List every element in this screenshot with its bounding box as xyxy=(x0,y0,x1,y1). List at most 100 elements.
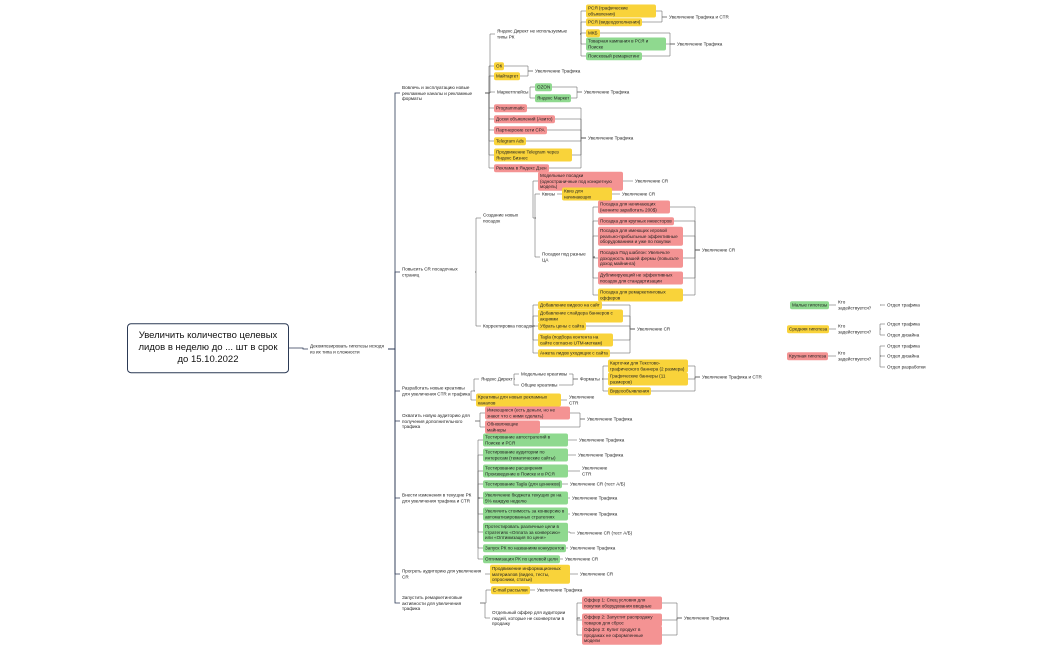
connector xyxy=(559,378,578,386)
hypothesis-node: Видеообъявления xyxy=(608,387,651,395)
connector xyxy=(485,65,494,94)
text-node: Увеличение Трафика xyxy=(579,437,625,443)
text-node: Увеличение CTR xyxy=(582,465,608,477)
text-node: Увеличение Трафика xyxy=(588,135,634,141)
hypothesis-node: Добавление видеоо на сайт xyxy=(538,301,602,309)
connector xyxy=(688,376,700,380)
hypothesis-node: Посадка Под шаблон: Увеличьте доходность… xyxy=(598,248,683,268)
connector xyxy=(388,348,400,575)
text-node: Увеличение Трафика xyxy=(584,89,630,95)
connector xyxy=(480,589,491,604)
connector xyxy=(602,378,608,392)
hypothesis-node: Оффер 1: Спец условия для покупки оборуд… xyxy=(582,596,662,610)
connector xyxy=(475,420,485,428)
text-node: Отдел трафика xyxy=(887,343,920,349)
connector xyxy=(532,180,538,219)
text-node: Кто задействуется? xyxy=(838,323,872,335)
connector xyxy=(480,602,490,619)
connector xyxy=(475,217,481,273)
connector xyxy=(879,328,885,336)
text-node: Увеличение CR (тест A/Б) xyxy=(577,530,633,536)
text-node: Увеличение CR xyxy=(565,556,599,562)
text-node: Разработать новые креативы для увеличени… xyxy=(402,385,471,397)
connector xyxy=(540,418,585,428)
hypothesis-node: Тестирование расширения Произведение в П… xyxy=(483,464,568,478)
text-node: Отдел разработки xyxy=(887,364,926,370)
connector xyxy=(526,137,586,142)
text-node: Отдел дизайна xyxy=(887,353,920,359)
hypothesis-node: Tagla (подбора контента на сайте согласн… xyxy=(538,333,613,347)
connector xyxy=(520,70,533,77)
text-node: Увеличение CR xyxy=(702,247,736,253)
hypothesis-node: Programmatic xyxy=(494,104,527,112)
connector xyxy=(568,531,575,534)
text-node: Увеличение Трафика xyxy=(684,615,730,621)
text-node: Модельные креативы xyxy=(521,371,568,377)
connector xyxy=(656,10,667,18)
hypothesis-node: Тестирование Tagla (для ценников) xyxy=(483,480,563,488)
text-node: Увеличение Трафика и CTR xyxy=(669,14,729,20)
text-node: Яндекс Директ xyxy=(481,376,513,382)
text-node: Форматы xyxy=(580,376,600,382)
connector xyxy=(388,348,400,422)
text-node: Посадки под разные ЦА xyxy=(542,251,586,263)
hypothesis-node: Добавление слайдера баннеров с акциями xyxy=(538,309,623,323)
text-node: Внести изменения в текущие РК для увелич… xyxy=(402,492,472,504)
hypothesis-node: Поисковый ремаркетинг xyxy=(586,52,642,60)
hypothesis-node: Майтаргет xyxy=(494,72,521,80)
hypothesis-node: OZON xyxy=(535,83,553,91)
connector xyxy=(683,249,700,279)
text-node: Отдел трафика xyxy=(887,302,920,308)
hypothesis-node: Графические баннеры (11 размеров) xyxy=(608,372,688,386)
hypothesis-node: Увеличение бюджета текущих рк на 5% кажд… xyxy=(483,491,568,505)
hypothesis-node: Продвижение информационных материалов (в… xyxy=(490,564,570,584)
connector xyxy=(534,217,540,258)
text-node: Кто задействуется? xyxy=(838,350,872,362)
hypothesis-node: Протестировать различные цели в стратеги… xyxy=(483,522,568,542)
hypothesis-node: Доски объявлений (Авито) xyxy=(494,115,555,123)
hypothesis-node: Посадка для начинающих (начните заработа… xyxy=(598,200,670,214)
text-node: Увеличение Трафика xyxy=(677,41,723,47)
text-node: Увеличение CR xyxy=(580,571,614,577)
connector xyxy=(662,602,682,619)
connector xyxy=(683,249,700,296)
hypothesis-node: Тестирование аудитории по интересам (тем… xyxy=(483,448,568,462)
connector xyxy=(504,65,533,72)
hypothesis-node: Модельные посадки (одностраничные под ко… xyxy=(538,171,623,191)
hypothesis-node: Увеличить стоимость за конверсию в автом… xyxy=(483,507,568,521)
connector xyxy=(547,129,586,139)
text-node: Отдел дизайна xyxy=(887,332,920,338)
connector xyxy=(569,373,578,380)
text-node: Маркетплейсы xyxy=(497,89,529,95)
connector xyxy=(572,137,586,156)
hypothesis-node: Запуск РК по названиям конкурентов xyxy=(483,544,567,552)
connector xyxy=(477,497,483,560)
connector xyxy=(642,43,675,57)
connector xyxy=(642,16,667,23)
connector xyxy=(485,92,494,142)
hypothesis-node: Обновляющие майнеры xyxy=(485,420,540,434)
text-node: Отдел трафика xyxy=(887,321,920,327)
connector xyxy=(532,325,538,354)
text-node: Увеличение CR xyxy=(622,191,656,197)
text-node: Повысить CR посадочных страниц xyxy=(402,266,458,278)
connector xyxy=(388,348,400,604)
hypothesis-node: РСЯ (графические объявления) xyxy=(586,4,656,18)
connector xyxy=(388,348,400,499)
connector xyxy=(485,92,494,109)
text-node: Увеличение Трафика и CTR xyxy=(702,374,762,380)
connector xyxy=(592,256,598,296)
root-goal: Увеличить количество целевых лидов в нед… xyxy=(127,323,289,373)
text-node: Создание новых посадок xyxy=(483,212,519,224)
text-node: Увеличение Трафика xyxy=(587,416,633,422)
connector xyxy=(610,328,635,354)
connector xyxy=(576,617,582,636)
connector xyxy=(571,91,582,99)
connector xyxy=(613,328,635,341)
connector xyxy=(529,86,535,92)
connector xyxy=(549,137,586,169)
hypothesis-node: Партнерские сети CPA xyxy=(494,126,547,134)
connector xyxy=(651,376,700,392)
text-node: Запустить ремаркетинговые активности для… xyxy=(402,594,463,611)
hypothesis-node: Реклама в Яндекс Дзен xyxy=(494,164,549,172)
